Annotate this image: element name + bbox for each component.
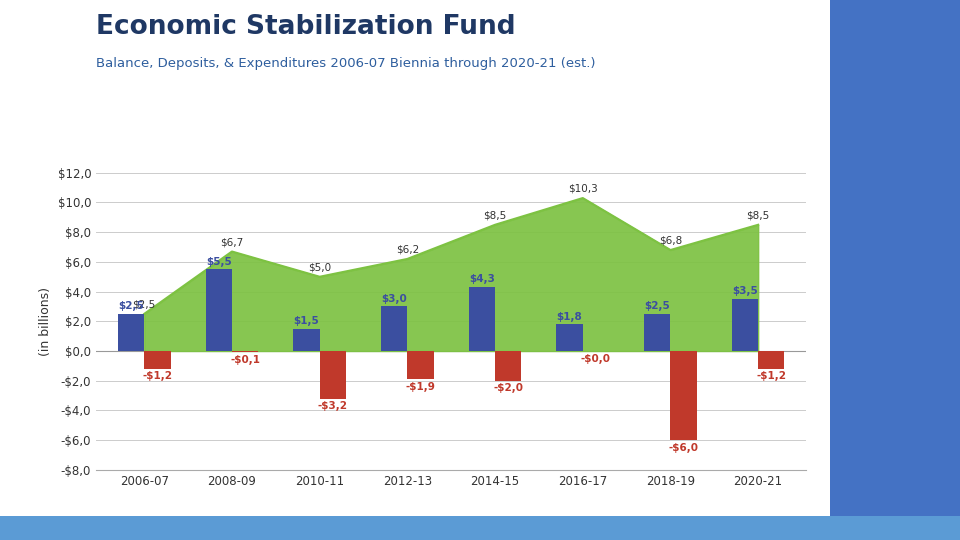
Text: $5,0: $5,0 bbox=[308, 262, 331, 272]
Bar bbox=[557, 324, 583, 351]
Y-axis label: (in billions): (in billions) bbox=[39, 287, 52, 356]
Text: $8,5: $8,5 bbox=[484, 210, 507, 220]
Text: $2,5: $2,5 bbox=[118, 301, 144, 311]
Bar bbox=[118, 314, 144, 351]
Text: $1,8: $1,8 bbox=[557, 312, 583, 322]
Bar bbox=[205, 269, 232, 351]
Bar bbox=[644, 314, 670, 351]
Bar bbox=[381, 306, 407, 351]
Bar bbox=[495, 351, 521, 381]
Text: $4,3: $4,3 bbox=[468, 274, 494, 285]
Bar bbox=[320, 351, 346, 399]
Bar bbox=[232, 351, 258, 353]
Bar bbox=[407, 351, 434, 379]
Legend: Economic Stabilization Fund Ending Balance, Fund Deposits, Fund Expenditures: Economic Stabilization Fund Ending Balan… bbox=[66, 517, 582, 536]
Bar bbox=[670, 351, 697, 440]
Text: -$0,0: -$0,0 bbox=[581, 354, 611, 363]
Bar bbox=[468, 287, 495, 351]
Text: Balance, Deposits, & Expenditures 2006-07 Biennia through 2020-21 (est.): Balance, Deposits, & Expenditures 2006-0… bbox=[96, 57, 595, 70]
Text: $6,7: $6,7 bbox=[220, 237, 244, 247]
Text: -$2,0: -$2,0 bbox=[493, 383, 523, 393]
Text: $2,5: $2,5 bbox=[644, 301, 670, 311]
Text: Economic Stabilization Fund: Economic Stabilization Fund bbox=[96, 14, 516, 39]
Text: -$1,2: -$1,2 bbox=[142, 372, 173, 381]
Bar bbox=[294, 329, 320, 351]
Text: $6,2: $6,2 bbox=[396, 245, 419, 254]
Text: $2,5: $2,5 bbox=[132, 299, 156, 309]
Bar bbox=[758, 351, 784, 369]
Text: -$0,1: -$0,1 bbox=[230, 355, 260, 365]
Bar bbox=[732, 299, 758, 351]
Text: -$6,0: -$6,0 bbox=[668, 443, 699, 453]
Text: $8,5: $8,5 bbox=[747, 210, 770, 220]
Text: $1,5: $1,5 bbox=[294, 316, 320, 326]
Text: -$1,2: -$1,2 bbox=[756, 372, 786, 381]
Text: $3,5: $3,5 bbox=[732, 286, 757, 296]
Text: -$1,9: -$1,9 bbox=[405, 382, 436, 392]
Text: $10,3: $10,3 bbox=[568, 184, 598, 193]
Text: $6,8: $6,8 bbox=[659, 235, 683, 246]
Text: -$3,2: -$3,2 bbox=[318, 401, 348, 411]
Text: $3,0: $3,0 bbox=[381, 294, 407, 304]
Bar bbox=[144, 351, 171, 369]
Text: $5,5: $5,5 bbox=[205, 256, 231, 267]
